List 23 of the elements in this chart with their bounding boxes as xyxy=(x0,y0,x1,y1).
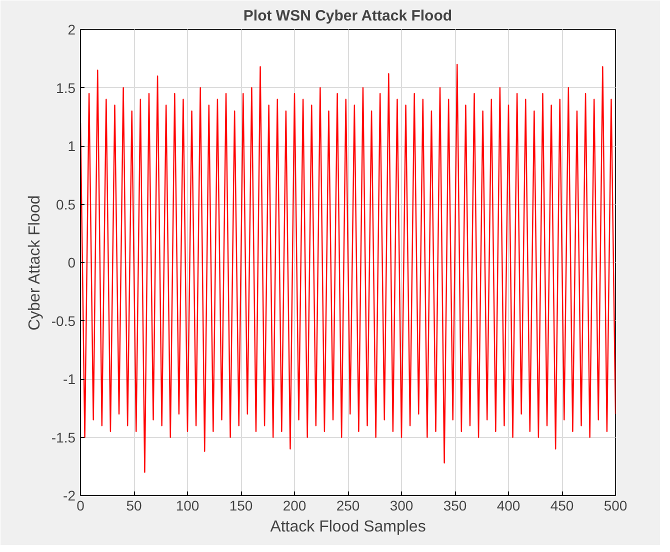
x-axis-title: Attack Flood Samples xyxy=(270,518,426,536)
x-tick-label: 350 xyxy=(443,498,467,514)
chart-title: Plot WSN Cyber Attack Flood xyxy=(243,8,452,24)
x-tick-label: 300 xyxy=(390,498,414,514)
x-tick-label: 200 xyxy=(282,498,306,514)
y-tick-label: 0.5 xyxy=(56,196,76,212)
line-series xyxy=(80,64,616,473)
y-tick-label: 1.5 xyxy=(56,80,76,96)
y-tick-label: -1 xyxy=(63,371,76,387)
x-tick-label: 400 xyxy=(496,498,520,514)
x-tick-label: 500 xyxy=(604,498,628,514)
y-tick-label: -1.5 xyxy=(51,429,76,446)
y-tick-label: -0.5 xyxy=(51,312,76,329)
y-tick-label: 2 xyxy=(68,22,76,38)
y-tick-label: 1 xyxy=(68,138,76,154)
y-axis-title: Cyber Attack Flood xyxy=(26,195,44,331)
x-tick-label: 150 xyxy=(229,498,253,514)
x-tick-label: 50 xyxy=(126,498,142,514)
y-tick-label: 0 xyxy=(68,254,76,270)
x-tick-label: 250 xyxy=(336,498,360,514)
x-tick-label: 450 xyxy=(550,498,574,514)
x-tick-label: 100 xyxy=(176,498,200,514)
y-tick-label: -2 xyxy=(63,488,76,504)
